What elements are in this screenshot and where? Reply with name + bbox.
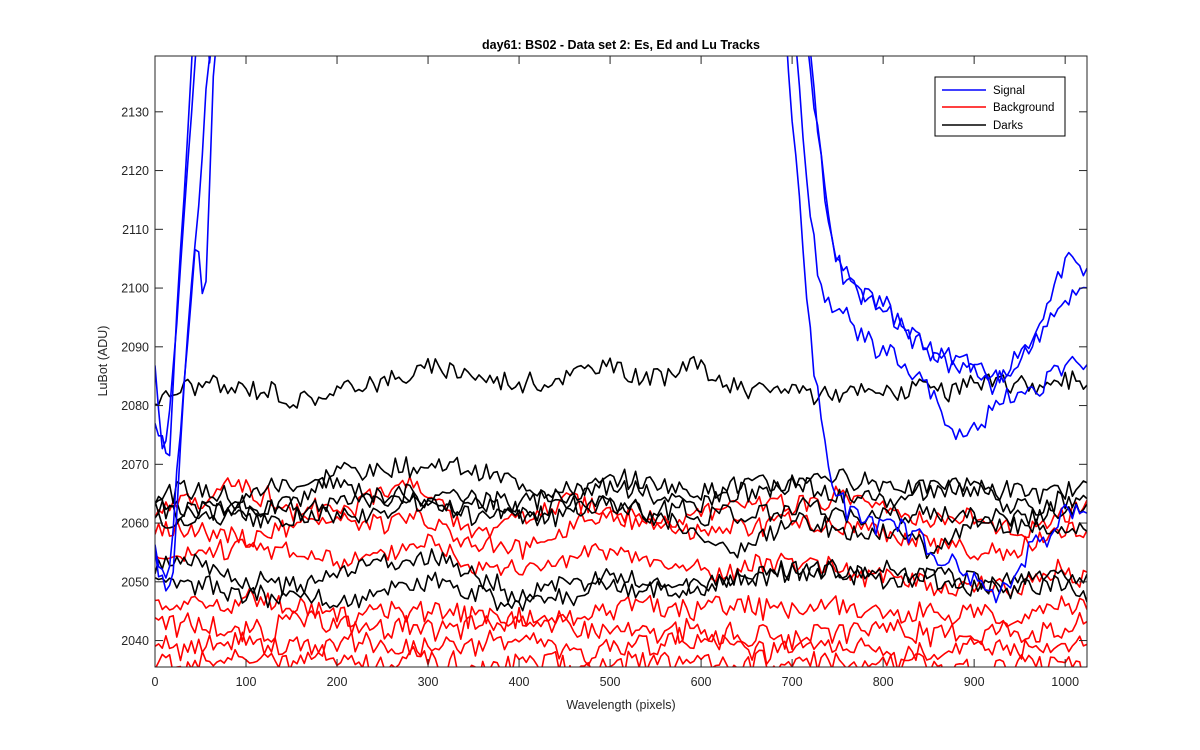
axes-box	[154, 55, 1088, 668]
series-line-darks-4	[155, 494, 1087, 529]
x-tick-label: 500	[600, 675, 621, 689]
series-line-darks-3	[155, 474, 1087, 522]
chart-title: day61: BS02 - Data set 2: Es, Ed and Lu …	[482, 38, 760, 52]
series-line-signal-2	[155, 56, 1087, 457]
legend-darks-label: Darks	[993, 120, 1023, 132]
x-tick-label: 900	[964, 675, 985, 689]
series-line-darks-5	[155, 485, 1087, 560]
y-ticks: 2040 2050 2060 2070 2080 2090 2100 2110 2120 2130	[121, 105, 1087, 648]
y-tick-label: 2130	[121, 105, 149, 119]
x-tick-label: 400	[509, 675, 530, 689]
x-tick-label: 200	[327, 675, 348, 689]
x-tick-label: 100	[236, 675, 257, 689]
series-line-background-6	[155, 626, 1087, 667]
y-tick-label: 2040	[121, 634, 149, 648]
x-tick-label: 300	[418, 675, 439, 689]
series-line-background-2	[155, 506, 1087, 562]
y-tick-label: 2050	[121, 575, 149, 589]
x-tick-label: 0	[152, 675, 159, 689]
series-line-background-5	[155, 606, 1087, 651]
x-ticks: 0 100 200 300 400 500 600 700 800 900 1000	[152, 56, 1079, 689]
y-tick-label: 2070	[121, 458, 149, 472]
y-tick-label: 2110	[122, 223, 149, 237]
x-tick-label: 600	[691, 675, 712, 689]
series-line-signal-4	[155, 56, 1087, 604]
x-tick-label: 700	[782, 675, 803, 689]
series-line-darks-1	[155, 355, 1087, 409]
x-tick-label: 800	[873, 675, 894, 689]
x-axis-label: Wavelength (pixels)	[566, 698, 675, 712]
series-line-background-3	[155, 533, 1087, 598]
y-axis-label: LuBot (ADU)	[96, 326, 110, 397]
series-line-background-4	[155, 587, 1087, 634]
y-tick-label: 2060	[121, 517, 149, 531]
series-line-signal-1	[155, 56, 1087, 450]
series-line-background-1	[155, 475, 1087, 539]
legend-background-label: Background	[993, 102, 1054, 114]
y-tick-label: 2090	[121, 340, 149, 354]
series-layer	[155, 56, 1087, 667]
series-line-darks-2	[155, 456, 1087, 506]
series-line-background-7	[155, 643, 1087, 667]
plot-area-background	[155, 56, 1087, 667]
y-tick-label: 2120	[121, 164, 149, 178]
y-tick-label: 2100	[121, 282, 149, 296]
legend[interactable]: Signal Background Darks	[934, 76, 1066, 137]
x-tick-label: 1000	[1051, 675, 1079, 689]
y-tick-label: 2080	[121, 399, 149, 413]
series-line-darks-6	[155, 548, 1087, 604]
series-line-signal-3	[155, 56, 1087, 579]
series-line-darks-7	[155, 558, 1087, 612]
legend-signal-label: Signal	[993, 85, 1025, 97]
